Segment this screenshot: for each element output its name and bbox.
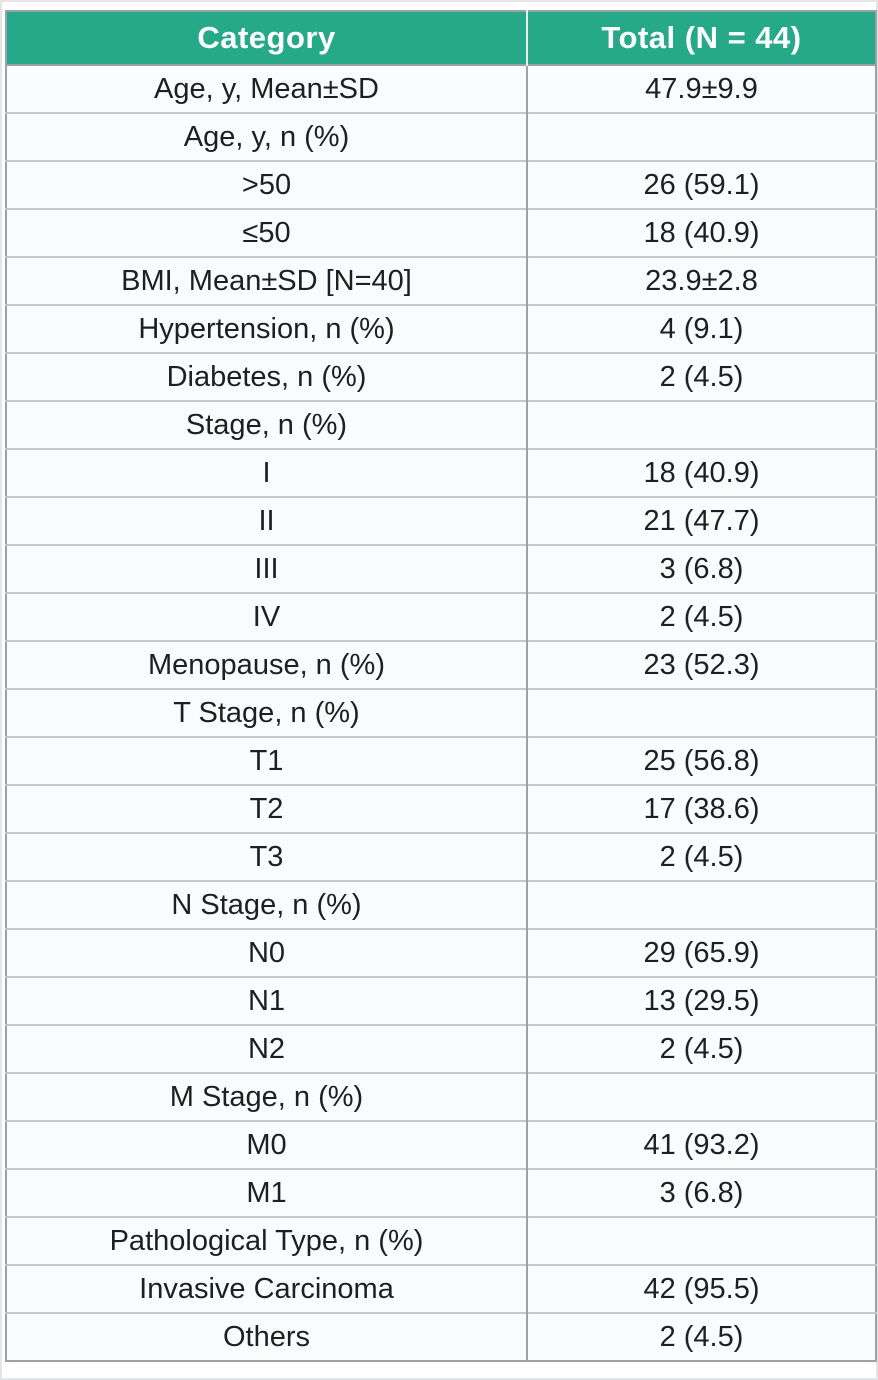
value-cell (527, 1072, 876, 1121)
value-cell: 47.9±9.9 (527, 64, 876, 113)
table-header: Category Total (N = 44) (6, 11, 876, 65)
value-cell (527, 1216, 876, 1265)
table-row: Stage, n (%) (6, 400, 876, 449)
category-cell: T3 (6, 832, 528, 881)
table-row: Age, y, Mean±SD 47.9±9.9 (6, 64, 876, 113)
table-row: T1 25 (56.8) (6, 736, 876, 785)
value-cell: 2 (4.5) (527, 592, 876, 641)
table-row: N1 13 (29.5) (6, 976, 876, 1025)
table-row: T Stage, n (%) (6, 688, 876, 737)
value-cell: 2 (4.5) (527, 832, 876, 881)
table-row: I 18 (40.9) (6, 448, 876, 497)
category-cell: ≤50 (6, 208, 528, 257)
category-cell: Stage, n (%) (6, 400, 528, 449)
table-row: BMI, Mean±SD [N=40] 23.9±2.8 (6, 256, 876, 305)
category-cell: T1 (6, 736, 528, 785)
category-cell: >50 (6, 160, 528, 209)
category-cell: Hypertension, n (%) (6, 304, 528, 353)
category-cell: III (6, 544, 528, 593)
category-cell: M1 (6, 1168, 528, 1217)
category-cell: Diabetes, n (%) (6, 352, 528, 401)
value-cell: 25 (56.8) (527, 736, 876, 785)
table-row: III 3 (6.8) (6, 544, 876, 593)
table-row: M0 41 (93.2) (6, 1120, 876, 1169)
category-cell: Age, y, Mean±SD (6, 64, 528, 113)
value-cell: 29 (65.9) (527, 928, 876, 977)
value-cell: 23 (52.3) (527, 640, 876, 689)
category-cell: N Stage, n (%) (6, 880, 528, 929)
value-cell: 41 (93.2) (527, 1120, 876, 1169)
category-cell: BMI, Mean±SD [N=40] (6, 256, 528, 305)
header-category: Category (6, 11, 528, 65)
category-cell: Menopause, n (%) (6, 640, 528, 689)
value-cell (527, 400, 876, 449)
category-cell: Age, y, n (%) (6, 112, 528, 161)
table-body: Age, y, Mean±SD 47.9±9.9 Age, y, n (%) >50 2… (6, 64, 876, 1361)
value-cell (527, 688, 876, 737)
table-row: M Stage, n (%) (6, 1072, 876, 1121)
header-row: Category Total (N = 44) (6, 11, 876, 65)
table-row: Invasive Carcinoma 42 (95.5) (6, 1264, 876, 1313)
value-cell: 18 (40.9) (527, 208, 876, 257)
value-cell: 2 (4.5) (527, 1024, 876, 1073)
table-row: Others 2 (4.5) (6, 1312, 876, 1361)
value-cell: 2 (4.5) (527, 1312, 876, 1361)
header-total: Total (N = 44) (527, 11, 876, 65)
category-cell: Invasive Carcinoma (6, 1264, 528, 1313)
table-row: N2 2 (4.5) (6, 1024, 876, 1073)
table-row: Pathological Type, n (%) (6, 1216, 876, 1265)
table-row: Menopause, n (%) 23 (52.3) (6, 640, 876, 689)
value-cell: 3 (6.8) (527, 1168, 876, 1217)
category-cell: Others (6, 1312, 528, 1361)
table-row: N0 29 (65.9) (6, 928, 876, 977)
table-row: T2 17 (38.6) (6, 784, 876, 833)
category-cell: II (6, 496, 528, 545)
category-cell: T2 (6, 784, 528, 833)
category-cell: Pathological Type, n (%) (6, 1216, 528, 1265)
category-cell: N1 (6, 976, 528, 1025)
value-cell: 13 (29.5) (527, 976, 876, 1025)
table-row: >50 26 (59.1) (6, 160, 876, 209)
category-cell: I (6, 448, 528, 497)
category-cell: N0 (6, 928, 528, 977)
characteristics-table: Category Total (N = 44) Age, y, Mean±SD 4… (5, 10, 877, 1362)
table-row: ≤50 18 (40.9) (6, 208, 876, 257)
category-cell: N2 (6, 1024, 528, 1073)
table-row: Diabetes, n (%) 2 (4.5) (6, 352, 876, 401)
category-cell: M0 (6, 1120, 528, 1169)
category-cell: M Stage, n (%) (6, 1072, 528, 1121)
table-row: IV 2 (4.5) (6, 592, 876, 641)
table-row: Age, y, n (%) (6, 112, 876, 161)
value-cell: 21 (47.7) (527, 496, 876, 545)
value-cell: 2 (4.5) (527, 352, 876, 401)
value-cell: 23.9±2.8 (527, 256, 876, 305)
value-cell (527, 112, 876, 161)
value-cell: 17 (38.6) (527, 784, 876, 833)
category-cell: IV (6, 592, 528, 641)
category-cell: T Stage, n (%) (6, 688, 528, 737)
value-cell: 4 (9.1) (527, 304, 876, 353)
value-cell: 26 (59.1) (527, 160, 876, 209)
table-row: II 21 (47.7) (6, 496, 876, 545)
table-row: Hypertension, n (%) 4 (9.1) (6, 304, 876, 353)
value-cell (527, 880, 876, 929)
table-row: N Stage, n (%) (6, 880, 876, 929)
value-cell: 42 (95.5) (527, 1264, 876, 1313)
value-cell: 3 (6.8) (527, 544, 876, 593)
table-row: T3 2 (4.5) (6, 832, 876, 881)
table-row: M1 3 (6.8) (6, 1168, 876, 1217)
value-cell: 18 (40.9) (527, 448, 876, 497)
